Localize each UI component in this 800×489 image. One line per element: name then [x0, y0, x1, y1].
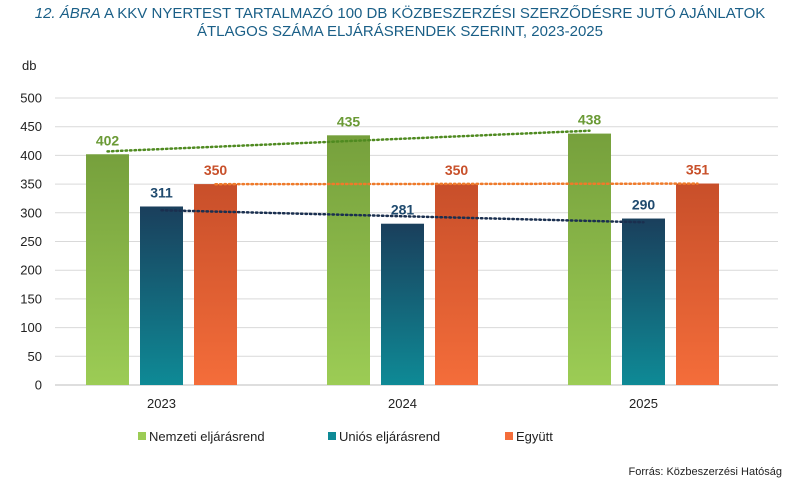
bar-együtt-2023	[194, 184, 237, 385]
legend-label: Uniós eljárásrend	[339, 429, 440, 444]
figure-number: 12. ÁBRA	[34, 5, 101, 22]
legend-label: Nemzeti eljárásrend	[149, 429, 265, 444]
x-tick-label: 2024	[388, 396, 417, 411]
y-tick-label: 0	[35, 378, 42, 393]
bar-uniós-eljárásrend-2023	[140, 206, 183, 385]
bar-nemzeti-eljárásrend-2024	[327, 135, 370, 385]
chart-title: 12. ÁBRA A KKV NYERTEST TARTALMAZÓ 100 D…	[0, 5, 800, 41]
data-label: 290	[632, 197, 656, 213]
y-tick-label: 150	[20, 291, 42, 306]
x-tick-label: 2025	[629, 396, 658, 411]
legend-swatch	[505, 432, 513, 440]
bar-uniós-eljárásrend-2024	[381, 223, 424, 385]
trendline-nemzeti-eljárásrend	[106, 129, 591, 153]
y-tick-label: 500	[20, 91, 42, 106]
bar-együtt-2024	[435, 184, 478, 385]
data-label: 311	[150, 184, 173, 200]
trendline-együtt	[214, 182, 699, 186]
title-line-2: ÁTLAGOS SZÁMA ELJÁRÁSRENDEK SZERINT, 202…	[197, 23, 603, 40]
trendline-uniós-eljárásrend	[160, 208, 645, 224]
data-label: 350	[445, 162, 469, 178]
y-tick-label: 300	[20, 205, 42, 220]
bar-együtt-2025	[676, 183, 719, 385]
bar-uniós-eljárásrend-2025	[622, 218, 665, 385]
data-label: 351	[686, 162, 710, 178]
y-tick-label: 350	[20, 177, 42, 192]
legend-label: Együtt	[516, 429, 553, 444]
title-line-1: A KKV NYERTEST TARTALMAZÓ 100 DB KÖZBESZ…	[103, 5, 766, 22]
y-tick-label: 200	[20, 263, 42, 278]
y-tick-label: 250	[20, 234, 42, 249]
y-tick-label: 100	[20, 320, 42, 335]
y-tick-label: 50	[28, 349, 42, 364]
source-note: Forrás: Közbeszerzési Hatóság	[628, 466, 782, 478]
data-label: 402	[96, 132, 120, 148]
y-tick-label: 450	[20, 119, 42, 134]
data-label: 438	[578, 112, 602, 128]
legend-swatch	[328, 432, 336, 440]
data-label: 350	[204, 162, 228, 178]
bar-nemzeti-eljárásrend-2023	[86, 154, 129, 385]
legend-swatch	[138, 432, 146, 440]
y-tick-label: 400	[20, 148, 42, 163]
data-label: 435	[337, 113, 361, 129]
y-axis-label: db	[22, 58, 36, 73]
data-label: 281	[391, 202, 415, 218]
bar-nemzeti-eljárásrend-2025	[568, 133, 611, 385]
x-tick-label: 2023	[147, 396, 176, 411]
